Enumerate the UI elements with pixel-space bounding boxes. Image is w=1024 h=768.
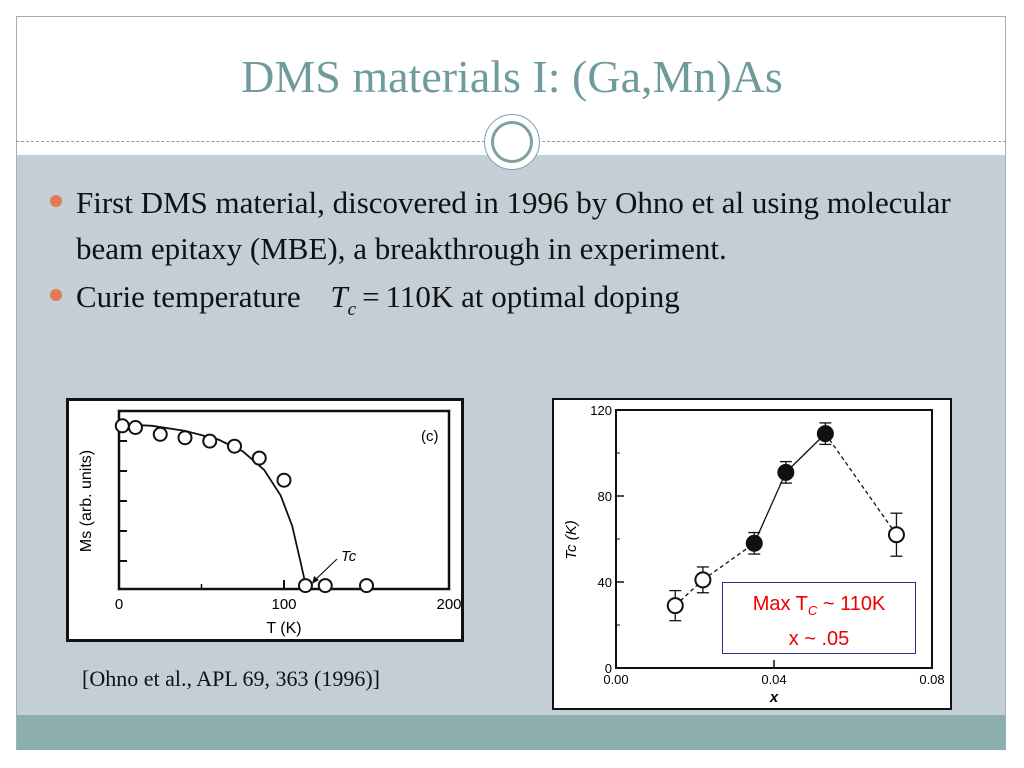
data-point bbox=[666, 597, 684, 615]
data-point bbox=[251, 450, 267, 466]
data-point bbox=[227, 438, 242, 454]
formula-subscript: c bbox=[347, 299, 357, 320]
footer-band bbox=[17, 715, 1005, 750]
x-tick-label: 200 bbox=[436, 596, 461, 613]
max-tc-callout: Max TC ~ 110K x ~ .05 bbox=[722, 582, 916, 654]
data-point bbox=[359, 578, 374, 594]
formula-symbol: T bbox=[330, 279, 348, 314]
x-tick-label: 0.08 bbox=[919, 672, 944, 687]
x-tick-label: 0.04 bbox=[761, 672, 786, 687]
bullet-list: First DMS material, discovered in 1996 b… bbox=[48, 180, 988, 335]
connector-line bbox=[824, 433, 897, 536]
formula-value: 110 bbox=[385, 279, 431, 314]
bullet-item-discovery: First DMS material, discovered in 1996 b… bbox=[48, 180, 988, 272]
data-point bbox=[777, 463, 795, 481]
curie-temperature-chart: 0 40 80 120 0.00 0.04 0.08 Tc (K) x bbox=[563, 403, 945, 706]
citation: [Ohno et al., APL 69, 363 (1996)] bbox=[82, 666, 380, 691]
plot-frame bbox=[117, 409, 451, 591]
fit-curve-line bbox=[118, 423, 449, 590]
y-tick-label: 0 bbox=[605, 661, 612, 676]
callout-line-2: x ~ .05 bbox=[788, 628, 850, 650]
data-point bbox=[694, 571, 712, 589]
y-tick-label: 80 bbox=[598, 489, 612, 504]
connector-line bbox=[785, 433, 826, 473]
data-point bbox=[114, 418, 130, 434]
y-axis-label: Ms (arb. units) bbox=[78, 450, 95, 552]
magnetization-chart: 0 100 200 (c) Ms (arb. units) T (K) Tc bbox=[78, 409, 462, 637]
data-point bbox=[816, 425, 834, 443]
bullet-item-curie-temperature: Curie temperature Tc = 110K at optimal dop… bbox=[48, 274, 988, 333]
y-tick-label: 40 bbox=[598, 575, 612, 590]
x-axis-label: x bbox=[769, 689, 779, 706]
curie-temperature-formula: Tc = 110 bbox=[330, 274, 431, 333]
x-axis-label: T (K) bbox=[266, 620, 301, 637]
bullet-text-suffix: K at optimal doping bbox=[430, 279, 680, 314]
data-point bbox=[297, 578, 313, 594]
y-tick-label: 120 bbox=[590, 403, 612, 418]
connector-line bbox=[753, 472, 787, 544]
curie-temperature-figure: 0 40 80 120 0.00 0.04 0.08 Tc (K) x bbox=[552, 398, 952, 710]
circle-ornament-icon bbox=[484, 114, 540, 170]
bullet-dot-icon bbox=[50, 195, 62, 207]
tc-annotation-arrow bbox=[313, 558, 338, 582]
arrow-head-icon bbox=[312, 576, 319, 584]
bullet-dot-icon bbox=[50, 289, 62, 301]
callout-prefix: Max T bbox=[752, 593, 808, 615]
data-point bbox=[745, 534, 763, 552]
data-point bbox=[276, 472, 292, 488]
panel-label: (c) bbox=[421, 428, 439, 445]
formula-equals: = bbox=[362, 279, 380, 314]
x-tick-label: 0 bbox=[115, 596, 123, 613]
x-tick-label: 0.00 bbox=[603, 672, 628, 687]
callout-suffix: ~ 110K bbox=[817, 593, 886, 615]
data-point bbox=[128, 420, 143, 435]
connector-line bbox=[702, 542, 755, 581]
callout-line-1: Max TC ~ 110K bbox=[723, 590, 915, 625]
data-point bbox=[317, 578, 333, 594]
x-tick-label: 100 bbox=[271, 596, 296, 613]
bullet-text: Curie temperature bbox=[76, 279, 301, 314]
bullet-text: First DMS material, discovered in 1996 b… bbox=[76, 185, 951, 266]
data-point bbox=[887, 526, 905, 544]
data-point bbox=[152, 426, 168, 442]
callout-subscript: C bbox=[807, 603, 818, 618]
tc-annotation: Tc bbox=[341, 548, 357, 565]
data-point bbox=[177, 430, 193, 446]
data-point bbox=[202, 433, 218, 449]
magnetization-figure: 0 100 200 (c) Ms (arb. units) T (K) Tc bbox=[66, 398, 464, 642]
y-axis-label: Tc (K) bbox=[563, 520, 580, 559]
slide-title: DMS materials I: (Ga,Mn)As bbox=[241, 51, 783, 102]
